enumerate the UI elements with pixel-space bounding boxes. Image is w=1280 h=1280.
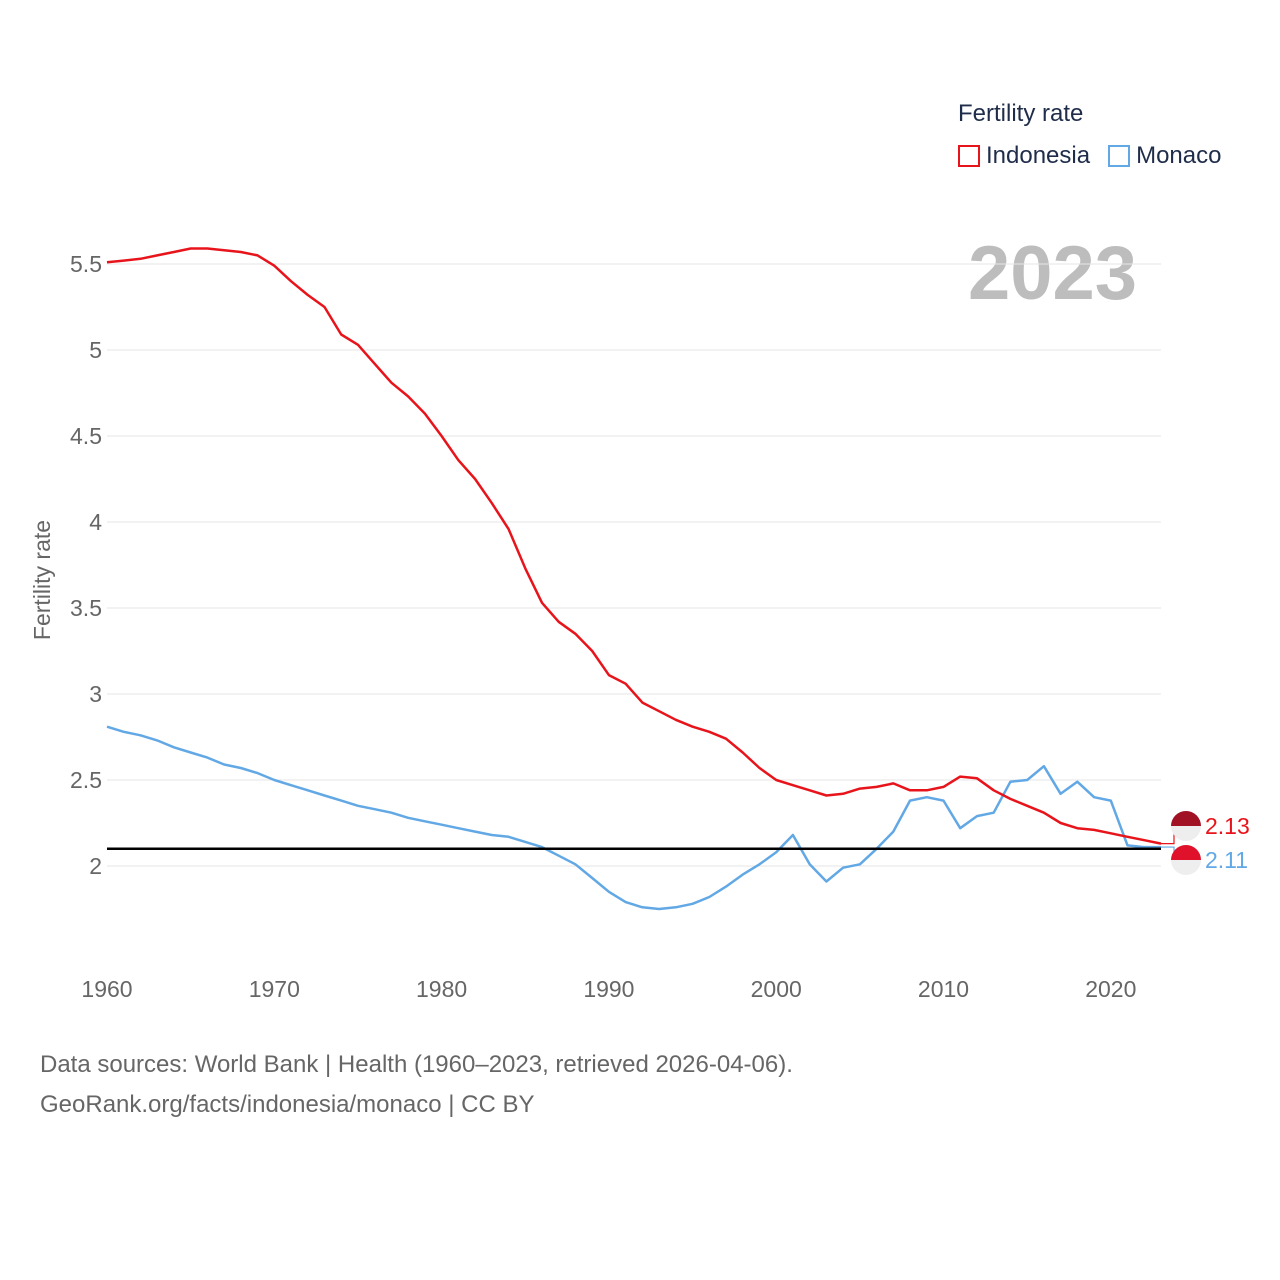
flag-marker-top-indonesia [1171, 811, 1201, 826]
y-tick-label: 4 [89, 509, 102, 535]
x-tick-label: 2000 [751, 976, 802, 1002]
x-tick-label: 2020 [1085, 976, 1136, 1002]
legend-label-monaco: Monaco [1136, 142, 1222, 169]
x-tick-label: 1970 [249, 976, 300, 1002]
end-value-label-monaco: 2.11 [1205, 847, 1248, 873]
y-tick-label: 5 [89, 337, 102, 363]
source-line: Data sources: World Bank | Health (1960–… [40, 1051, 793, 1078]
legend-item-indonesia[interactable]: Indonesia [958, 142, 1090, 170]
legend-swatch-indonesia [958, 145, 980, 167]
y-tick-label: 4.5 [70, 423, 102, 449]
data-source-footer: Data sources: World Bank | Health (1960–… [40, 1045, 793, 1125]
source-link[interactable]: GeoRank.org/facts/indonesia/monaco | CC … [40, 1091, 535, 1118]
current-year-label: 2023 [968, 231, 1138, 316]
series-line-monaco [106, 725, 1161, 911]
series-line-indonesia [106, 247, 1162, 845]
x-tick-label: 1980 [416, 976, 467, 1002]
legend-label-indonesia: Indonesia [986, 142, 1091, 169]
y-tick-label: 3.5 [70, 595, 102, 621]
end-value-label-indonesia: 2.13 [1205, 813, 1250, 839]
y-tick-label: 5.5 [70, 251, 102, 277]
legend-item-monaco[interactable]: Monaco [1108, 142, 1221, 170]
y-tick-label: 2.5 [70, 767, 102, 793]
x-tick-label: 2010 [918, 976, 969, 1002]
legend-swatch-monaco [1108, 145, 1131, 167]
y-tick-label: 3 [89, 681, 102, 707]
y-tick-label: 2 [89, 853, 102, 879]
line-chart: 2 2.5 3 3.5 4 4.5 5 5.5 1960 1970 1980 1990 2000 2010… [29, 247, 1250, 1002]
legend: Indonesia Monaco [958, 142, 1239, 170]
x-tick-label: 1990 [583, 976, 634, 1002]
flag-marker-top-monaco [1171, 845, 1201, 860]
y-axis-label: Fertility rate [29, 520, 55, 640]
legend-title: Fertility rate [958, 100, 1084, 127]
x-tick-label: 1960 [81, 976, 132, 1002]
